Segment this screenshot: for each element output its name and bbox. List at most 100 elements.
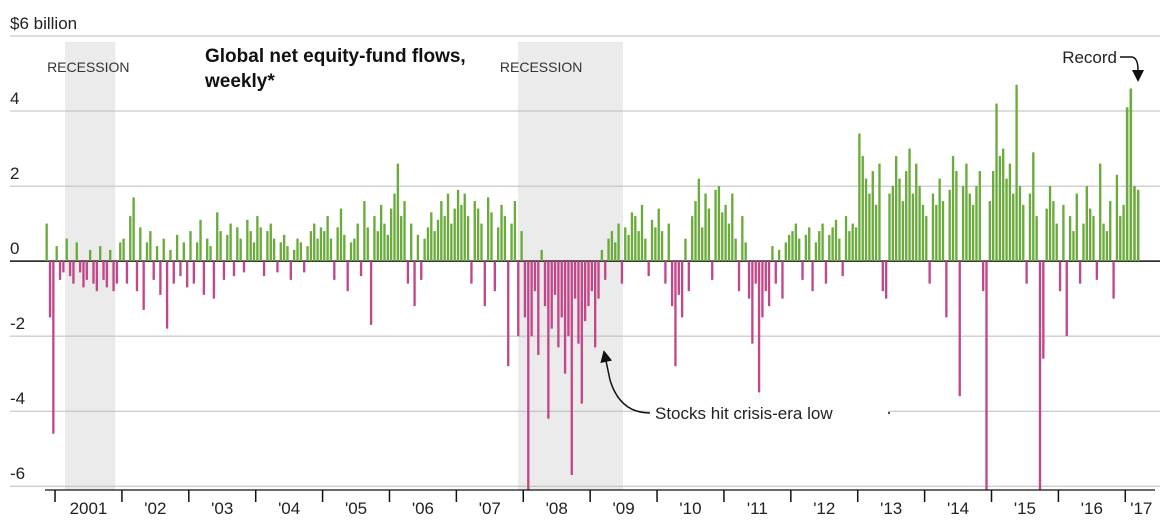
- bar: [774, 261, 777, 284]
- bar: [88, 249, 92, 262]
- record-arrow: [1120, 56, 1144, 82]
- x-tick-label: '05: [345, 499, 367, 518]
- bar: [159, 261, 162, 295]
- bar: [369, 261, 373, 325]
- bar: [296, 238, 299, 262]
- bar: [630, 212, 634, 262]
- bar: [1088, 208, 1092, 262]
- bar: [453, 208, 456, 262]
- bar: [915, 163, 918, 262]
- bar: [587, 261, 590, 307]
- bar: [102, 261, 105, 280]
- bar: [928, 261, 931, 284]
- bar: [256, 216, 259, 262]
- bar: [520, 231, 523, 262]
- bar: [132, 197, 135, 262]
- recession-label: RECESSION: [47, 59, 129, 75]
- bar: [1018, 186, 1022, 262]
- bar: [798, 238, 801, 262]
- x-tick-label: '10: [679, 499, 701, 518]
- bar: [657, 208, 660, 262]
- bar: [226, 234, 229, 262]
- bar: [105, 261, 109, 288]
- bar: [908, 148, 911, 262]
- bar: [466, 216, 470, 262]
- bar: [252, 242, 256, 262]
- bar: [731, 193, 734, 262]
- bar: [476, 208, 480, 262]
- bar: [433, 231, 436, 262]
- y-tick-label: -4: [10, 389, 25, 408]
- bar: [346, 261, 349, 292]
- bar: [814, 242, 818, 262]
- bar: [289, 261, 292, 280]
- bar: [684, 238, 687, 262]
- y-tick-label: -6: [10, 464, 25, 483]
- bar: [694, 201, 697, 262]
- bar: [309, 231, 313, 262]
- bar: [366, 227, 369, 262]
- bar: [998, 156, 1002, 262]
- bar: [567, 261, 570, 337]
- bar: [861, 156, 864, 262]
- bar: [764, 261, 767, 292]
- x-tick-label: '04: [278, 499, 300, 518]
- bar: [165, 261, 169, 329]
- bar: [1109, 201, 1112, 262]
- bar: [72, 261, 75, 284]
- bar: [604, 261, 607, 280]
- bar: [383, 223, 386, 262]
- bar: [811, 261, 814, 292]
- bar: [533, 261, 537, 292]
- annotation: Stocks hit crisis-era low: [655, 404, 833, 423]
- bar: [600, 249, 604, 262]
- x-tick-label: '15: [1014, 499, 1036, 518]
- bar: [1102, 223, 1105, 262]
- bar: [1078, 261, 1082, 284]
- bar: [594, 261, 597, 348]
- x-tick-label: '13: [880, 499, 902, 518]
- bar: [577, 261, 580, 344]
- bar: [486, 197, 490, 262]
- bar: [1072, 231, 1075, 262]
- bar: [1038, 261, 1042, 490]
- bar: [1022, 204, 1025, 262]
- bar: [821, 223, 824, 262]
- bar: [757, 261, 761, 393]
- bar: [781, 261, 784, 299]
- bar: [925, 216, 928, 262]
- bar: [48, 261, 52, 318]
- bar: [122, 238, 125, 262]
- bar: [828, 234, 831, 262]
- bar: [734, 238, 737, 262]
- bar: [1065, 261, 1068, 337]
- bar: [363, 201, 366, 262]
- bar: [767, 261, 771, 307]
- bar: [1092, 216, 1095, 262]
- bar: [1125, 107, 1129, 262]
- bar: [303, 261, 306, 273]
- bar: [1005, 178, 1008, 262]
- bar: [981, 261, 985, 292]
- bar: [463, 193, 466, 262]
- bar: [246, 219, 249, 262]
- bar: [677, 261, 680, 295]
- bar: [881, 261, 884, 292]
- bar: [1028, 193, 1032, 262]
- bar: [948, 189, 951, 262]
- bar: [620, 261, 624, 284]
- bar: [65, 238, 68, 262]
- bar: [804, 234, 808, 262]
- bar: [931, 193, 935, 262]
- bar: [413, 261, 416, 307]
- bar: [92, 261, 95, 284]
- bar: [744, 242, 747, 262]
- bar: [400, 216, 403, 262]
- bar: [647, 261, 650, 277]
- bar: [848, 231, 851, 262]
- bar: [393, 193, 396, 262]
- bar: [1052, 201, 1055, 262]
- bar: [189, 231, 192, 262]
- bar: [737, 261, 741, 292]
- bar: [824, 261, 828, 284]
